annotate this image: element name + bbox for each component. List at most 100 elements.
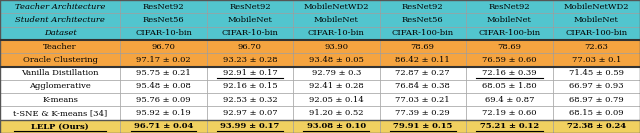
Text: 77.39 ± 0.29: 77.39 ± 0.29 xyxy=(396,109,450,117)
Text: MobileNet: MobileNet xyxy=(487,16,532,24)
Text: 66.97 ± 0.93: 66.97 ± 0.93 xyxy=(569,82,624,90)
Text: ResNet92: ResNet92 xyxy=(402,3,444,11)
FancyBboxPatch shape xyxy=(207,13,293,27)
Text: 96.71 ± 0.04: 96.71 ± 0.04 xyxy=(134,122,193,130)
Text: 96.70: 96.70 xyxy=(238,43,262,51)
Text: 92.05 ± 0.14: 92.05 ± 0.14 xyxy=(309,96,364,104)
FancyBboxPatch shape xyxy=(553,40,640,53)
FancyBboxPatch shape xyxy=(380,0,466,13)
FancyBboxPatch shape xyxy=(207,106,293,120)
FancyBboxPatch shape xyxy=(120,53,207,66)
Text: 93.99 ± 0.17: 93.99 ± 0.17 xyxy=(220,122,280,130)
Text: CIFAR-10-bin: CIFAR-10-bin xyxy=(221,29,278,37)
Text: CIFAR-10-bin: CIFAR-10-bin xyxy=(135,29,192,37)
FancyBboxPatch shape xyxy=(0,66,120,80)
FancyBboxPatch shape xyxy=(380,13,466,27)
Text: 75.21 ± 0.12: 75.21 ± 0.12 xyxy=(480,122,539,130)
Text: 78.69: 78.69 xyxy=(497,43,522,51)
FancyBboxPatch shape xyxy=(207,40,293,53)
Text: 72.19 ± 0.60: 72.19 ± 0.60 xyxy=(482,109,537,117)
FancyBboxPatch shape xyxy=(293,0,380,13)
FancyBboxPatch shape xyxy=(380,93,466,106)
FancyBboxPatch shape xyxy=(293,13,380,27)
FancyBboxPatch shape xyxy=(553,66,640,80)
Text: 72.38 ± 0.24: 72.38 ± 0.24 xyxy=(567,122,626,130)
FancyBboxPatch shape xyxy=(207,27,293,40)
FancyBboxPatch shape xyxy=(120,106,207,120)
FancyBboxPatch shape xyxy=(553,0,640,13)
FancyBboxPatch shape xyxy=(466,53,553,66)
FancyBboxPatch shape xyxy=(120,0,207,13)
Text: MobileNet: MobileNet xyxy=(574,16,619,24)
Text: 72.87 ± 0.27: 72.87 ± 0.27 xyxy=(396,69,450,77)
FancyBboxPatch shape xyxy=(466,93,553,106)
Text: Student Architecture: Student Architecture xyxy=(15,16,105,24)
Text: ResNet56: ResNet56 xyxy=(143,16,184,24)
FancyBboxPatch shape xyxy=(293,106,380,120)
FancyBboxPatch shape xyxy=(0,0,120,13)
Text: CIFAR-10-bin: CIFAR-10-bin xyxy=(308,29,365,37)
Text: Teacher: Teacher xyxy=(44,43,77,51)
Text: ResNet92: ResNet92 xyxy=(143,3,184,11)
Text: 93.90: 93.90 xyxy=(324,43,348,51)
FancyBboxPatch shape xyxy=(293,53,380,66)
Text: MobileNetWD2: MobileNetWD2 xyxy=(303,3,369,11)
FancyBboxPatch shape xyxy=(120,80,207,93)
Text: 92.41 ± 0.28: 92.41 ± 0.28 xyxy=(309,82,364,90)
FancyBboxPatch shape xyxy=(0,13,120,27)
Text: ResNet92: ResNet92 xyxy=(229,3,271,11)
FancyBboxPatch shape xyxy=(466,0,553,13)
FancyBboxPatch shape xyxy=(293,66,380,80)
FancyBboxPatch shape xyxy=(466,120,553,133)
FancyBboxPatch shape xyxy=(293,120,380,133)
FancyBboxPatch shape xyxy=(0,80,120,93)
FancyBboxPatch shape xyxy=(553,80,640,93)
Text: Agglomerative: Agglomerative xyxy=(29,82,91,90)
FancyBboxPatch shape xyxy=(120,40,207,53)
Text: LELP (Ours): LELP (Ours) xyxy=(31,122,89,130)
Text: Oracle Clustering: Oracle Clustering xyxy=(22,56,98,64)
Text: 76.84 ± 0.38: 76.84 ± 0.38 xyxy=(396,82,450,90)
Text: 77.03 ± 0.1: 77.03 ± 0.1 xyxy=(572,56,621,64)
Text: 92.79 ± 0.3: 92.79 ± 0.3 xyxy=(312,69,361,77)
FancyBboxPatch shape xyxy=(553,120,640,133)
Text: 93.48 ± 0.05: 93.48 ± 0.05 xyxy=(309,56,364,64)
FancyBboxPatch shape xyxy=(207,53,293,66)
FancyBboxPatch shape xyxy=(293,27,380,40)
FancyBboxPatch shape xyxy=(553,27,640,40)
Text: 79.91 ± 0.15: 79.91 ± 0.15 xyxy=(393,122,452,130)
Text: CIFAR-100-bin: CIFAR-100-bin xyxy=(478,29,541,37)
Text: MobileNet: MobileNet xyxy=(314,16,359,24)
Text: ResNet56: ResNet56 xyxy=(402,16,444,24)
FancyBboxPatch shape xyxy=(0,93,120,106)
Text: 92.91 ± 0.17: 92.91 ± 0.17 xyxy=(223,69,277,77)
FancyBboxPatch shape xyxy=(293,93,380,106)
FancyBboxPatch shape xyxy=(207,120,293,133)
Text: MobileNetWD2: MobileNetWD2 xyxy=(564,3,629,11)
FancyBboxPatch shape xyxy=(553,106,640,120)
FancyBboxPatch shape xyxy=(380,27,466,40)
FancyBboxPatch shape xyxy=(466,80,553,93)
FancyBboxPatch shape xyxy=(293,80,380,93)
Text: t-SNE & K-means [34]: t-SNE & K-means [34] xyxy=(13,109,108,117)
FancyBboxPatch shape xyxy=(553,93,640,106)
FancyBboxPatch shape xyxy=(466,13,553,27)
Text: 68.15 ± 0.09: 68.15 ± 0.09 xyxy=(569,109,624,117)
FancyBboxPatch shape xyxy=(120,66,207,80)
FancyBboxPatch shape xyxy=(207,80,293,93)
FancyBboxPatch shape xyxy=(207,0,293,13)
Text: 76.59 ± 0.60: 76.59 ± 0.60 xyxy=(482,56,537,64)
FancyBboxPatch shape xyxy=(380,53,466,66)
Text: 96.70: 96.70 xyxy=(152,43,175,51)
FancyBboxPatch shape xyxy=(207,66,293,80)
FancyBboxPatch shape xyxy=(380,120,466,133)
Text: 95.48 ± 0.08: 95.48 ± 0.08 xyxy=(136,82,191,90)
FancyBboxPatch shape xyxy=(207,93,293,106)
Text: 86.42 ± 0.11: 86.42 ± 0.11 xyxy=(396,56,450,64)
Text: 93.08 ± 0.10: 93.08 ± 0.10 xyxy=(307,122,366,130)
Text: 68.05 ± 1.80: 68.05 ± 1.80 xyxy=(482,82,537,90)
FancyBboxPatch shape xyxy=(120,93,207,106)
FancyBboxPatch shape xyxy=(0,40,120,53)
FancyBboxPatch shape xyxy=(466,40,553,53)
Text: 69.4 ± 0.87: 69.4 ± 0.87 xyxy=(484,96,534,104)
